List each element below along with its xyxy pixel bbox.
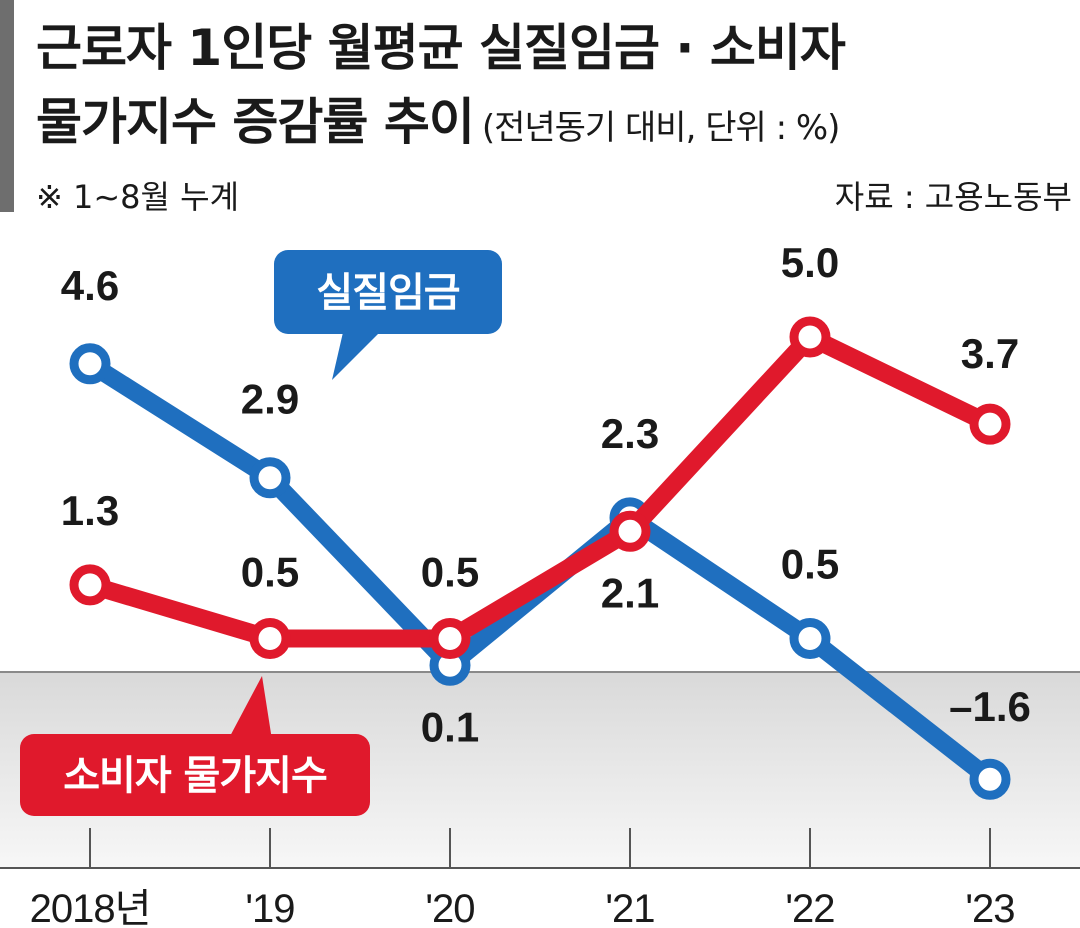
cpi-value-label: 5.0 xyxy=(781,239,839,286)
x-tick-label: '22 xyxy=(785,887,834,928)
legend-cpi: 소비자 물가지수 xyxy=(20,676,370,816)
cpi-value-label: 2.1 xyxy=(601,569,659,616)
real-wage-value-label: 2.3 xyxy=(601,410,659,457)
cpi-point xyxy=(69,564,111,606)
legend-real-wage: 실질임금 xyxy=(274,250,502,380)
cpi-point xyxy=(429,618,471,659)
legend-real-wage-pointer xyxy=(332,328,384,380)
chart-title-line-2-text: 물가지수 증감률 추이 xyxy=(36,93,475,151)
chart-title-line-1: 근로자 1인당 월평균 실질임금 · 소비자 xyxy=(36,19,846,77)
x-tick-label: '21 xyxy=(605,887,654,928)
cpi-point xyxy=(969,403,1011,445)
source-note: 자료 : 고용노동부 xyxy=(834,178,1072,216)
unit-note: (전년동기 대비, 단위 : %) xyxy=(481,108,841,148)
real-wage-value-label: –1.6 xyxy=(949,683,1031,730)
x-tick-label: '20 xyxy=(425,887,474,928)
cpi-value-label: 0.5 xyxy=(421,549,479,596)
real-wage-point xyxy=(249,457,291,499)
real-wage-point xyxy=(69,343,111,385)
x-tick-label: '23 xyxy=(965,887,1014,928)
chart-title-line-2: 물가지수 증감률 추이 (전년동기 대비, 단위 : %) xyxy=(36,82,841,154)
cpi-value-label: 0.5 xyxy=(241,549,299,596)
x-tick-label: 2018년 xyxy=(30,887,151,928)
real-wage-value-label: 0.1 xyxy=(421,703,479,750)
legend-cpi-box xyxy=(20,734,370,816)
cpi-point xyxy=(609,510,651,552)
x-tick-label: '19 xyxy=(245,887,294,928)
real-wage-value-label: 4.6 xyxy=(61,262,119,309)
title-accent-bar xyxy=(0,0,14,212)
legend-cpi-pointer xyxy=(228,676,272,740)
real-wage-value-label: 0.5 xyxy=(781,541,839,588)
real-wage-point xyxy=(789,618,831,659)
cpi-line xyxy=(81,328,999,648)
cpi-value-label: 3.7 xyxy=(961,330,1019,377)
real-wage-point xyxy=(969,758,1011,800)
real-wage-value-label: 2.9 xyxy=(241,376,299,423)
cpi-point xyxy=(249,618,291,659)
legend-real-wage-label: 실질임금 xyxy=(316,270,459,316)
period-note: ※ 1~8월 누계 xyxy=(36,178,240,216)
legend-cpi-label: 소비자 물가지수 xyxy=(63,753,327,799)
legend-real-wage-box xyxy=(274,250,502,334)
cpi-value-label: 1.3 xyxy=(61,487,119,534)
cpi-point xyxy=(789,316,831,358)
